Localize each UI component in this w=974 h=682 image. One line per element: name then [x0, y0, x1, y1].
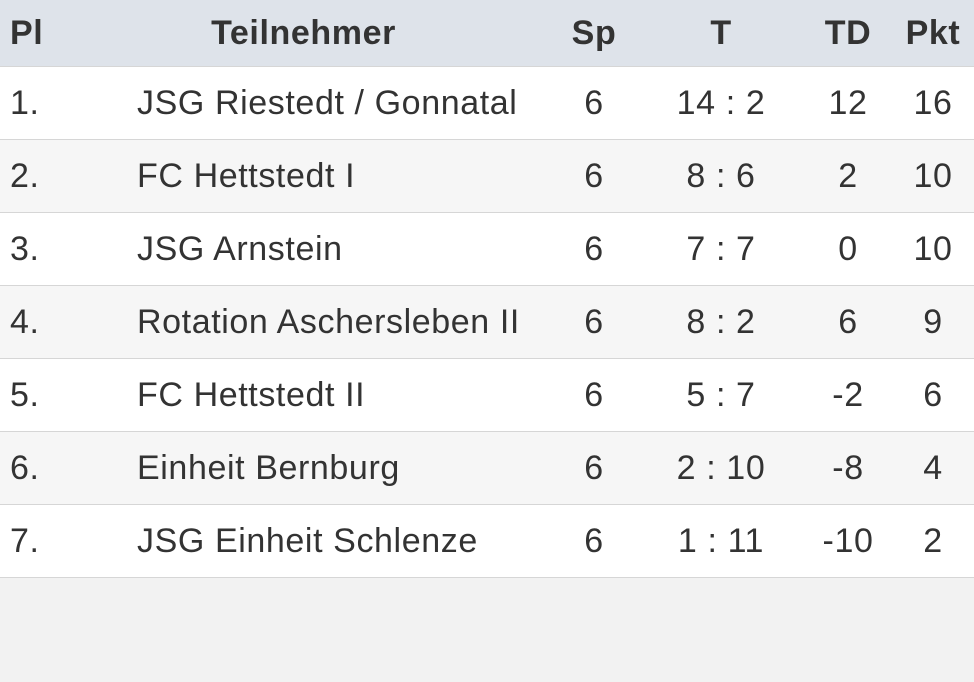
table-cell: 6: [550, 66, 638, 140]
column-header: Teilnehmer: [125, 0, 550, 67]
table-cell: 2: [892, 504, 974, 578]
table-cell: 8 : 6: [638, 139, 804, 213]
table-cell: 6: [550, 504, 638, 578]
standings-table: Pl Teilnehmer Sp T TD Pkt 1. JSG Riestedt / Go…: [0, 0, 974, 578]
table-cell: 5.: [0, 358, 125, 432]
table-cell: Rotation Aschersleben II: [125, 285, 550, 359]
table-cell: 2.: [0, 139, 125, 213]
table-cell: FC Hettstedt I: [125, 139, 550, 213]
table-cell: 4.: [0, 285, 125, 359]
column-header: Pkt: [892, 0, 974, 67]
table-cell: JSG Riestedt / Gonnatal: [125, 66, 550, 140]
table-cell: 8 : 2: [638, 285, 804, 359]
column-header: Pl: [0, 0, 125, 67]
table-cell: 4: [892, 431, 974, 505]
table-cell: 5 : 7: [638, 358, 804, 432]
table-cell: 6.: [0, 431, 125, 505]
table-body: 1. JSG Riestedt / Gonnatal 6 14 : 2 12 16 2. FC…: [0, 66, 974, 578]
table-cell: -2: [804, 358, 892, 432]
table-cell: 6: [550, 358, 638, 432]
table-cell: 6: [550, 285, 638, 359]
table-cell: 1.: [0, 66, 125, 140]
table-cell: 2: [804, 139, 892, 213]
table-cell: 6: [550, 139, 638, 213]
table-cell: -8: [804, 431, 892, 505]
column-header: Sp: [550, 0, 638, 67]
table-cell: 12: [804, 66, 892, 140]
column-header: T: [638, 0, 804, 67]
table-row: 3. JSG Arnstein 6 7 : 7 0 10: [0, 212, 974, 286]
table-cell: JSG Arnstein: [125, 212, 550, 286]
table-cell: FC Hettstedt II: [125, 358, 550, 432]
table-cell: 6: [550, 431, 638, 505]
header-row: Pl Teilnehmer Sp T TD Pkt: [0, 0, 974, 67]
table-cell: 2 : 10: [638, 431, 804, 505]
table-cell: 6: [892, 358, 974, 432]
table-cell: 6: [804, 285, 892, 359]
table-row: 1. JSG Riestedt / Gonnatal 6 14 : 2 12 16: [0, 66, 974, 140]
table-cell: 1 : 11: [638, 504, 804, 578]
table-cell: 14 : 2: [638, 66, 804, 140]
table-cell: 10: [892, 139, 974, 213]
table-cell: JSG Einheit Schlenze: [125, 504, 550, 578]
table-row: 7. JSG Einheit Schlenze 6 1 : 11 -10 2: [0, 504, 974, 578]
column-header: TD: [804, 0, 892, 67]
table-cell: 3.: [0, 212, 125, 286]
table-cell: 7 : 7: [638, 212, 804, 286]
table-cell: 16: [892, 66, 974, 140]
table-cell: 10: [892, 212, 974, 286]
table-cell: 6: [550, 212, 638, 286]
table-row: 6. Einheit Bernburg 6 2 : 10 -8 4: [0, 431, 974, 505]
table-cell: 7.: [0, 504, 125, 578]
table-cell: 9: [892, 285, 974, 359]
table-cell: 0: [804, 212, 892, 286]
table-row: 5. FC Hettstedt II 6 5 : 7 -2 6: [0, 358, 974, 432]
table-cell: -10: [804, 504, 892, 578]
table-cell: Einheit Bernburg: [125, 431, 550, 505]
